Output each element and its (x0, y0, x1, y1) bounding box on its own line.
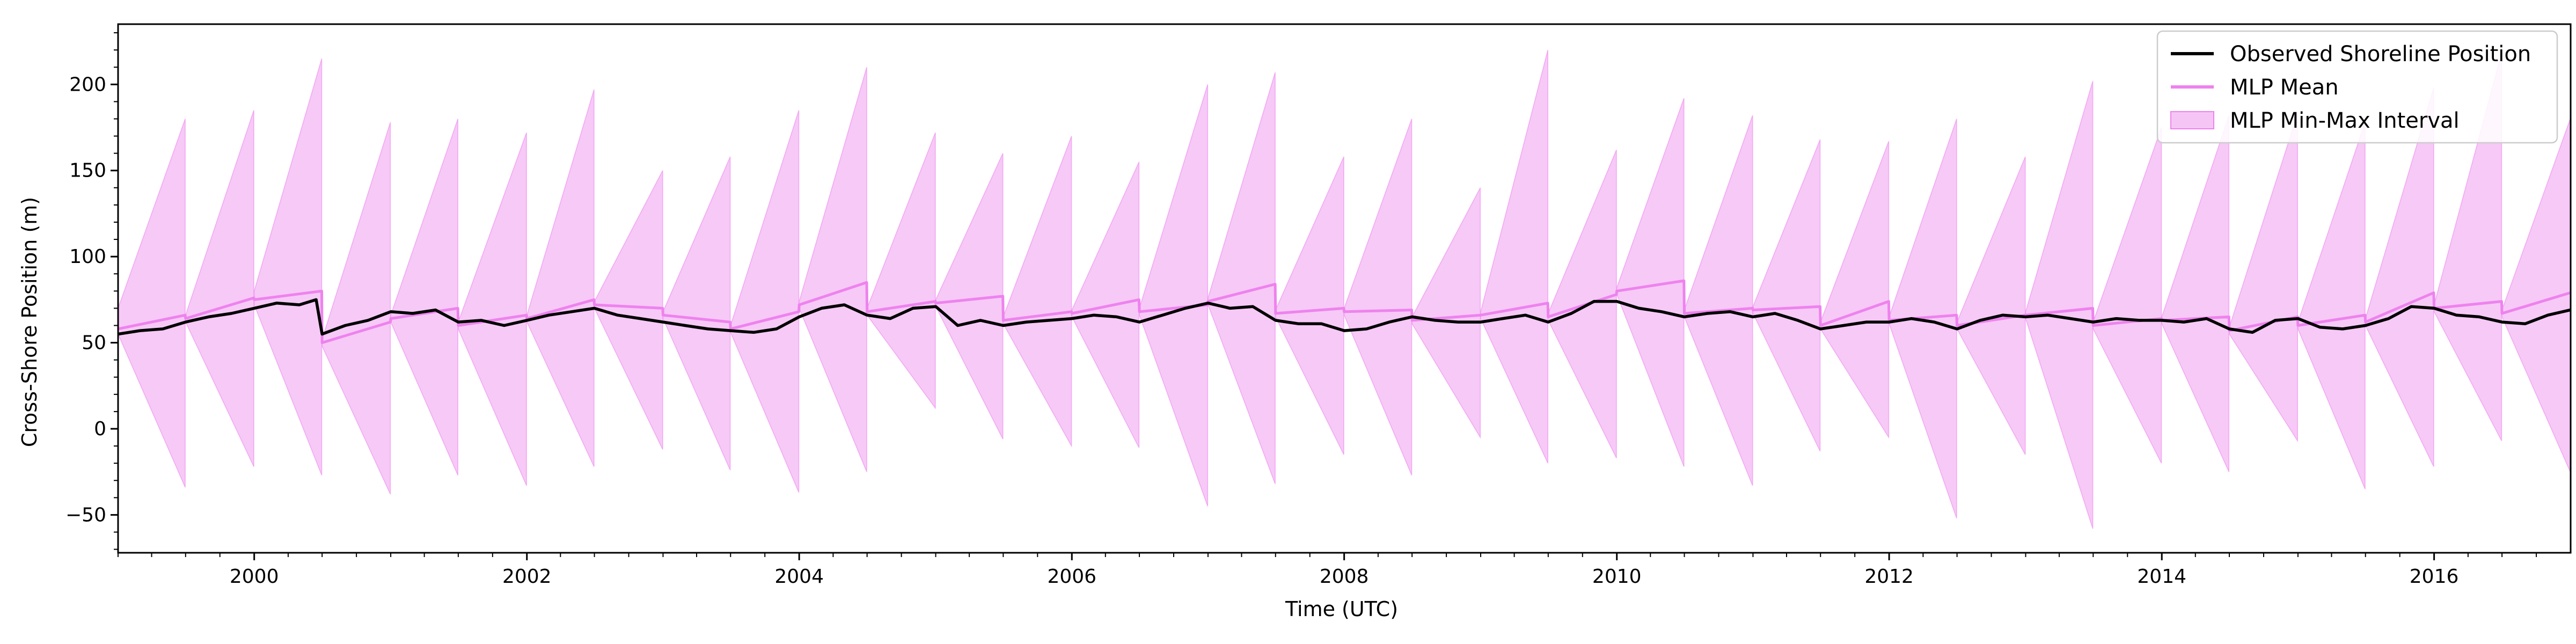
x-tick-label: 2016 (2410, 566, 2459, 588)
x-tick-label: 2002 (502, 566, 552, 588)
observed-shoreline-line (118, 298, 2571, 336)
x-tick-label: 2010 (1592, 566, 1642, 588)
y-tick-label: 100 (69, 246, 106, 268)
legend-label-observed: Observed Shoreline Position (2230, 42, 2531, 67)
axes: −50 0 50 100 150 200 2000 2002 2004 2006 2008 2010 2… (65, 23, 2572, 588)
x-tick-label: 2008 (1320, 566, 1369, 588)
x-tick-label: 2012 (1864, 566, 1914, 588)
legend-label-interval: MLP Min-Max Interval (2230, 108, 2460, 133)
y-tick-label: 200 (69, 74, 106, 96)
y-tick-label: 150 (69, 160, 106, 182)
y-tick-label: −50 (65, 504, 106, 526)
x-axis-title: Time (UTC) (1285, 597, 1398, 621)
legend-frame (2156, 30, 2558, 144)
x-tick-label: 2014 (2137, 566, 2186, 588)
legend-label-mean: MLP Mean (2230, 75, 2339, 100)
x-tick-label: 2004 (774, 566, 824, 588)
y-tick-label: 0 (94, 418, 106, 440)
y-axis-title: Cross-Shore Position (m) (18, 197, 41, 447)
plot-area (118, 49, 2571, 529)
interval-band (118, 49, 2571, 529)
x-tick-label: 2006 (1047, 566, 1096, 588)
x-tick-label: 2000 (230, 566, 279, 588)
legend-swatch-interval (2170, 111, 2214, 129)
y-tick-label: 50 (82, 332, 106, 354)
interval-segment-1 (118, 119, 186, 488)
legend: Observed Shoreline Position MLP Mean MLP… (2156, 30, 2558, 144)
